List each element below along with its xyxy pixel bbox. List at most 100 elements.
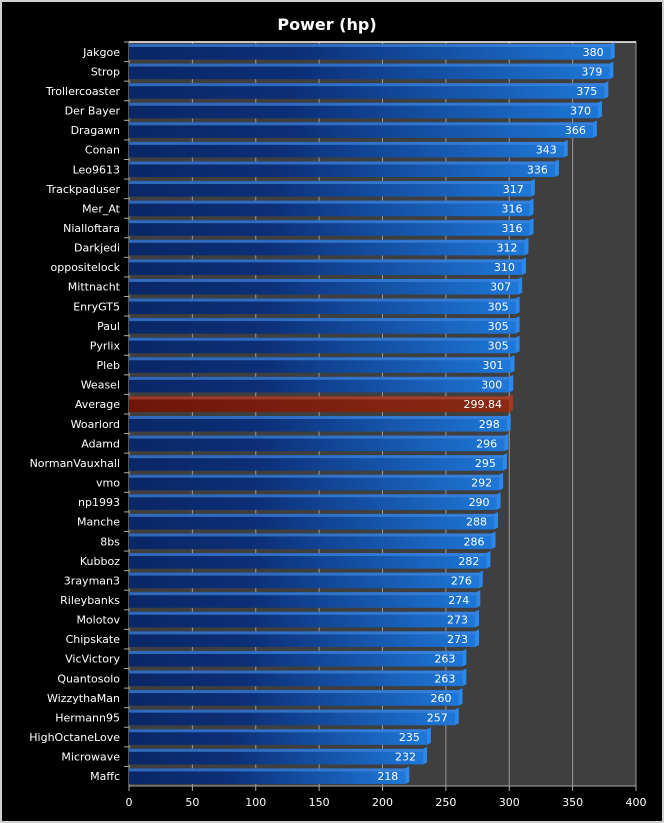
bar-bevel-side [475, 629, 480, 647]
value-label: 312 [496, 242, 517, 255]
value-label: 218 [377, 770, 398, 783]
bar-bevel-top [129, 611, 476, 615]
x-tick-label: 50 [185, 796, 199, 809]
bar-bevel-top [129, 474, 500, 478]
category-label: Leo9613 [73, 163, 120, 176]
bar [129, 533, 492, 550]
bar-bevel-side [509, 374, 514, 393]
bar [129, 220, 530, 236]
bar [129, 239, 525, 256]
value-label: 301 [483, 359, 504, 372]
value-label: 343 [536, 144, 557, 157]
bar [129, 592, 477, 608]
bar-bevel-side [610, 42, 615, 60]
bar-bevel-side [529, 218, 534, 236]
category-label: VicVictory [65, 653, 120, 666]
bar-bevel-top [129, 631, 476, 635]
x-tick-label: 100 [245, 796, 266, 809]
value-label: 274 [448, 594, 469, 607]
value-label: 260 [431, 692, 452, 705]
value-label: 296 [476, 437, 497, 450]
bar-bevel-side [462, 668, 467, 687]
bar-bevel-top [129, 435, 505, 439]
category-label: Average [75, 398, 120, 411]
value-label: 292 [471, 477, 492, 490]
bar-bevel-side [476, 590, 481, 608]
bar-bevel-top [129, 455, 503, 459]
bar [129, 278, 519, 295]
bar [129, 572, 479, 589]
bar-bevel-top [129, 729, 427, 733]
bar [129, 416, 507, 432]
bar [129, 141, 564, 158]
value-label: 380 [583, 46, 604, 59]
bar-bevel-side [563, 139, 568, 158]
value-label: 288 [466, 516, 487, 529]
bar-bevel-top [129, 513, 495, 517]
bar-bevel-side [423, 746, 428, 765]
bar [129, 337, 516, 354]
bar-bevel-top [129, 357, 511, 361]
category-label: Chipskate [66, 633, 121, 646]
bar [129, 494, 497, 510]
value-label: 316 [502, 202, 523, 215]
bar-bevel-top [129, 572, 479, 576]
bar [129, 670, 463, 687]
value-label: 286 [464, 535, 485, 548]
bar [129, 435, 505, 452]
bar-bevel-side [494, 511, 499, 530]
bar-bevel-top [129, 278, 519, 282]
category-label: WizzythaMan [47, 692, 120, 705]
bar-bevel-side [524, 237, 529, 256]
value-label: 305 [488, 300, 509, 313]
category-label: Molotov [76, 614, 120, 627]
bar-bevel-top [129, 122, 593, 126]
bar-bevel-top [129, 553, 487, 557]
bar [129, 83, 605, 99]
category-label: Trollercoaster [45, 85, 121, 98]
value-label: 282 [458, 555, 479, 568]
bar-bevel-top [129, 748, 424, 752]
category-label: Pyrlix [90, 339, 121, 352]
bar [129, 455, 503, 471]
value-label: 310 [494, 261, 515, 274]
bar-bevel-side [496, 492, 501, 510]
bar-bevel-top [129, 768, 406, 772]
x-tick-label: 300 [499, 796, 520, 809]
bar [129, 102, 598, 119]
category-label: Trackpaduser [46, 183, 121, 196]
bar [129, 376, 510, 393]
value-label: 375 [576, 85, 597, 98]
bar [129, 181, 531, 197]
category-label: Mittnacht [68, 281, 121, 294]
bar-bevel-side [521, 257, 526, 275]
bar [129, 474, 500, 491]
value-label: 305 [488, 339, 509, 352]
bar-bevel-top [129, 83, 605, 87]
value-label: 317 [503, 183, 524, 196]
value-label: 336 [527, 163, 548, 176]
bar [129, 513, 495, 530]
bar-bevel-side [592, 120, 597, 138]
bar-bevel-side [515, 316, 520, 334]
category-label: Manche [77, 516, 120, 529]
x-tick-label: 200 [372, 796, 393, 809]
category-label: 3rayman3 [64, 574, 120, 587]
average-bar [129, 396, 510, 412]
bar-bevel-side [604, 81, 609, 99]
value-label: 263 [434, 653, 455, 666]
bar [129, 318, 516, 334]
bar-bevel-side [405, 766, 410, 784]
bar [129, 161, 555, 178]
value-label: 379 [581, 65, 602, 78]
bar [129, 611, 476, 628]
bar-bevel-top [129, 376, 510, 380]
x-tick-label: 0 [126, 796, 133, 809]
x-tick-label: 350 [562, 796, 583, 809]
bar [129, 200, 530, 217]
bar-bevel-top [129, 592, 477, 596]
bar-bevel-top [129, 337, 516, 341]
category-label: Mer_At [82, 202, 121, 215]
category-label: NormanVauxhall [30, 457, 120, 470]
